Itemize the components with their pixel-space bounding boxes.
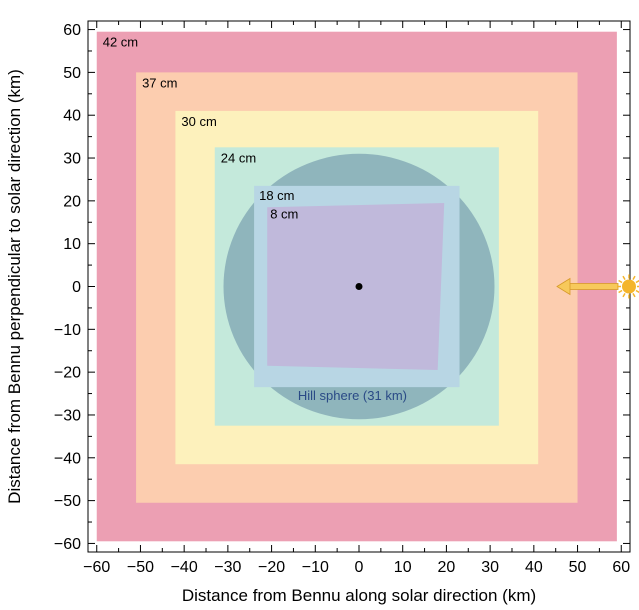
x-tick-label: 0 bbox=[355, 559, 364, 576]
hill-sphere-label: Hill sphere (31 km) bbox=[298, 388, 407, 403]
sun-icon bbox=[622, 279, 636, 294]
y-tick-labels: −60 −50 −40 −30 −20 −10 0 10 20 30 40 50 60 bbox=[54, 22, 81, 553]
y-tick-label: −50 bbox=[54, 493, 81, 510]
x-tick-label: −40 bbox=[171, 559, 198, 576]
x-tick-label: 10 bbox=[394, 559, 412, 576]
region-label-30-cm: 30 cm bbox=[181, 114, 216, 129]
sun-ray bbox=[632, 275, 636, 280]
x-tick-label: 60 bbox=[612, 559, 630, 576]
x-tick-label: −50 bbox=[127, 559, 154, 576]
bennu-point bbox=[355, 283, 363, 290]
y-tick-label: −30 bbox=[54, 407, 81, 424]
y-tick-label: 40 bbox=[63, 108, 81, 125]
x-tick-labels: −60 −50 −40 −30 −20 −10 0 10 20 30 40 50 60 bbox=[83, 559, 630, 576]
y-tick-label: 20 bbox=[63, 193, 81, 210]
sun-ray bbox=[618, 289, 623, 294]
x-tick-label: −20 bbox=[258, 559, 285, 576]
ticks-layer bbox=[88, 21, 630, 552]
y-tick-label: −60 bbox=[54, 536, 81, 553]
region-label-18-cm: 18 cm bbox=[259, 188, 294, 203]
region-label-37-cm: 37 cm bbox=[142, 75, 177, 90]
sun-ray bbox=[622, 293, 626, 298]
marks-layer: 18 cm 8 cm Hill sphere (31 km) bbox=[223, 153, 495, 420]
region-label-8-cm: 8 cm bbox=[270, 206, 298, 221]
y-tick-label: −40 bbox=[54, 450, 81, 467]
sun-ray bbox=[622, 275, 626, 280]
y-tick-label: 10 bbox=[63, 236, 81, 253]
region-label-24-cm: 24 cm bbox=[221, 150, 256, 165]
x-axis-label: Distance from Bennu along solar directio… bbox=[182, 586, 536, 605]
x-tick-label: −30 bbox=[214, 559, 241, 576]
solar-arrow-head bbox=[556, 277, 571, 296]
x-tick-label: 20 bbox=[438, 559, 456, 576]
y-tick-label: 50 bbox=[63, 65, 81, 82]
y-tick-label: 30 bbox=[63, 151, 81, 168]
y-tick-label: 60 bbox=[63, 22, 81, 39]
x-tick-label: 40 bbox=[525, 559, 543, 576]
sun-ray bbox=[632, 293, 636, 298]
solar-arrow-shaft bbox=[567, 283, 619, 290]
y-axis-label: Distance from Bennu perpendicular to sol… bbox=[5, 69, 24, 504]
y-tick-label: −10 bbox=[54, 322, 81, 339]
region-label-42-cm: 42 cm bbox=[103, 35, 138, 50]
sun-ray bbox=[618, 279, 623, 284]
y-tick-label: −20 bbox=[54, 365, 81, 382]
x-tick-label: −10 bbox=[302, 559, 329, 576]
x-tick-label: 50 bbox=[569, 559, 587, 576]
x-tick-label: 30 bbox=[481, 559, 499, 576]
x-tick-label: −60 bbox=[83, 559, 110, 576]
sun-layer bbox=[556, 274, 639, 299]
y-tick-label: 0 bbox=[72, 279, 81, 296]
